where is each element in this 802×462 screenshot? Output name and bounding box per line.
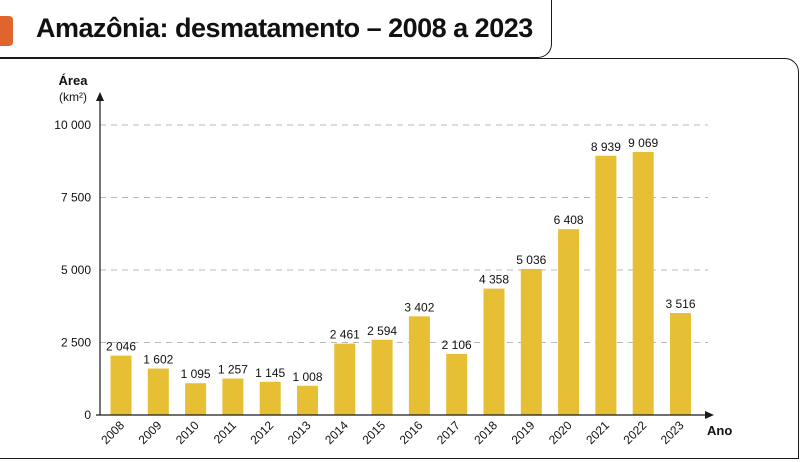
bar [520,268,542,415]
bar [670,313,691,415]
bar [259,381,281,415]
bar-value-label: 4 358 [479,273,509,287]
bar-value-label: 2 046 [106,340,136,354]
y-tick-label: 5 000 [61,263,91,277]
x-tick-label: 2021 [583,418,612,447]
y-tick-label: 0 [84,408,91,422]
y-axis-label: Área [59,73,89,88]
bar-value-label: 6 408 [554,213,584,227]
bar [334,343,356,415]
bar-value-label: 1 008 [292,370,322,384]
x-tick-label: 2016 [397,418,426,447]
bar [483,288,505,415]
y-axis-arrow [96,92,104,101]
bar [558,229,580,415]
x-tick-label: 2022 [621,418,650,447]
x-tick-label: 2011 [211,418,239,446]
bar [632,151,654,415]
x-tick-label: 2020 [546,418,575,447]
x-tick-label: 2010 [173,418,202,447]
bar-value-label: 1 095 [181,367,211,381]
bar-value-label: 1 602 [143,353,173,367]
bar [595,155,617,416]
bar-value-label: 5 036 [516,253,546,267]
bar [185,383,207,415]
bar [147,368,169,415]
bar-value-label: 2 461 [330,328,360,342]
bar [222,378,244,415]
bar [408,316,430,415]
x-tick-label: 2009 [136,418,165,447]
x-tick-label: 2018 [471,418,500,447]
x-tick-label: 2019 [509,418,538,447]
title-box: Amazônia: desmatamento – 2008 a 2023 [0,0,552,58]
y-axis-unit: (km²) [59,90,87,104]
x-tick-label: 2014 [322,418,351,447]
chart-title: Amazônia: desmatamento – 2008 a 2023 [36,13,533,43]
bar [446,353,468,415]
x-tick-label: 2015 [359,418,388,447]
x-axis-arrow [705,411,714,419]
y-tick-label: 7 500 [61,191,91,205]
bar-value-label: 1 145 [255,366,285,380]
y-tick-label: 10 000 [54,118,91,132]
x-tick-label: 2013 [285,418,314,447]
bar-value-label: 3 516 [665,297,695,311]
bar-value-label: 2 594 [367,324,397,338]
bar-value-label: 1 257 [218,363,248,377]
x-tick-label: 2017 [434,418,463,447]
x-axis-label: Ano [707,423,732,438]
y-tick-label: 2 500 [61,336,91,350]
bar [110,355,132,415]
chart-frame [0,58,799,459]
bar-value-label: 2 106 [442,338,472,352]
bar-value-label: 8 939 [591,140,621,154]
x-tick-label: 2023 [658,418,687,447]
bar-value-label: 9 069 [628,136,658,150]
title-accent-marker [0,16,13,46]
x-tick-label: 2008 [98,418,127,447]
bar [371,339,393,415]
bar [297,385,318,415]
bar-value-label: 3 402 [404,300,434,314]
x-tick-label: 2012 [248,418,277,447]
